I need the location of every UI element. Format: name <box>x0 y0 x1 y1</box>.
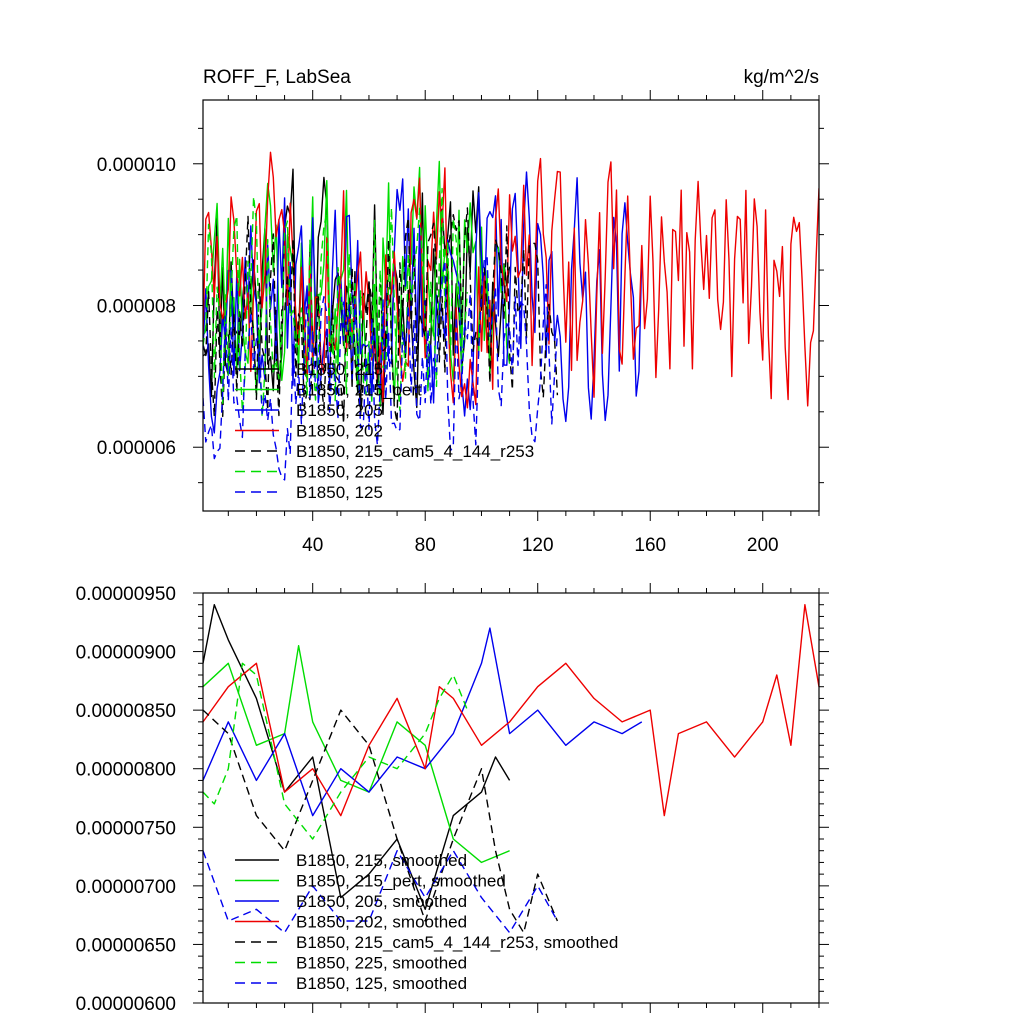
y-tick-label: 0.00000900 <box>76 643 176 664</box>
x-tick-label: 120 <box>522 535 554 556</box>
series-line-0-6 <box>203 256 559 481</box>
legend-label: B1850, 215_pert <box>296 381 422 400</box>
legend-label: B1850, 202 <box>296 422 383 441</box>
y-tick-label: 0.000008 <box>97 297 176 318</box>
series-line-1-1 <box>203 645 510 864</box>
legend-label: B1850, 215_pert, smoothed <box>296 872 506 891</box>
x-tick-label: 160 <box>634 535 666 556</box>
plot-frame <box>202 592 820 1004</box>
series-line-0-5 <box>203 187 469 418</box>
series-line-1-2 <box>203 627 643 817</box>
x-tick-label: 200 <box>747 535 779 556</box>
y-tick-label: 0.000010 <box>97 155 176 176</box>
y-tick-label: 0.00000800 <box>76 760 176 781</box>
bottom-panel: 0.00000600 0.00000650 0.00000700 0.00000750… <box>76 583 829 1015</box>
legend-label: B1850, 215_cam5_4_144_r253, smoothed <box>296 933 618 952</box>
legend-label: B1850, 215 <box>296 360 383 379</box>
y-tick-label: 0.00000600 <box>76 994 176 1015</box>
top-title-right: kg/m^2/s <box>744 67 819 88</box>
series-line-1-3 <box>203 604 819 817</box>
series-line-1-4 <box>203 709 559 934</box>
y-tick-label: 0.00000850 <box>76 701 176 722</box>
y-tick-label: 0.00000700 <box>76 877 176 898</box>
series-line-1-5 <box>203 662 469 840</box>
legend-label: B1850, 215, smoothed <box>296 851 467 870</box>
legend-label: B1850, 215_cam5_4_144_r253 <box>296 442 534 461</box>
top-title-left: ROFF_F, LabSea <box>203 67 351 88</box>
legend-label: B1850, 125, smoothed <box>296 974 467 993</box>
x-tick-label: 80 <box>415 535 436 556</box>
y-tick-label: 0.00000750 <box>76 818 176 839</box>
legend-label: B1850, 125 <box>296 483 383 502</box>
y-tick-label: 0.00000950 <box>76 584 176 605</box>
series-line-0-3 <box>203 151 819 409</box>
top-panel: ROFF_F, LabSea kg/m^2/s 40 80 120 160 200 0.0… <box>97 67 829 556</box>
x-tick-label: 40 <box>302 535 323 556</box>
series-line-1-0 <box>203 604 511 910</box>
legend-label: B1850, 225 <box>296 463 383 482</box>
y-tick-label: 0.00000650 <box>76 935 176 956</box>
legend-label: B1850, 205 <box>296 401 383 420</box>
legend-label: B1850, 225, smoothed <box>296 954 467 973</box>
legend-label: B1850, 205, smoothed <box>296 892 467 911</box>
y-tick-label: 0.000006 <box>97 438 176 459</box>
series-line-1-6 <box>203 850 559 934</box>
legend-label: B1850, 202, smoothed <box>296 913 467 932</box>
